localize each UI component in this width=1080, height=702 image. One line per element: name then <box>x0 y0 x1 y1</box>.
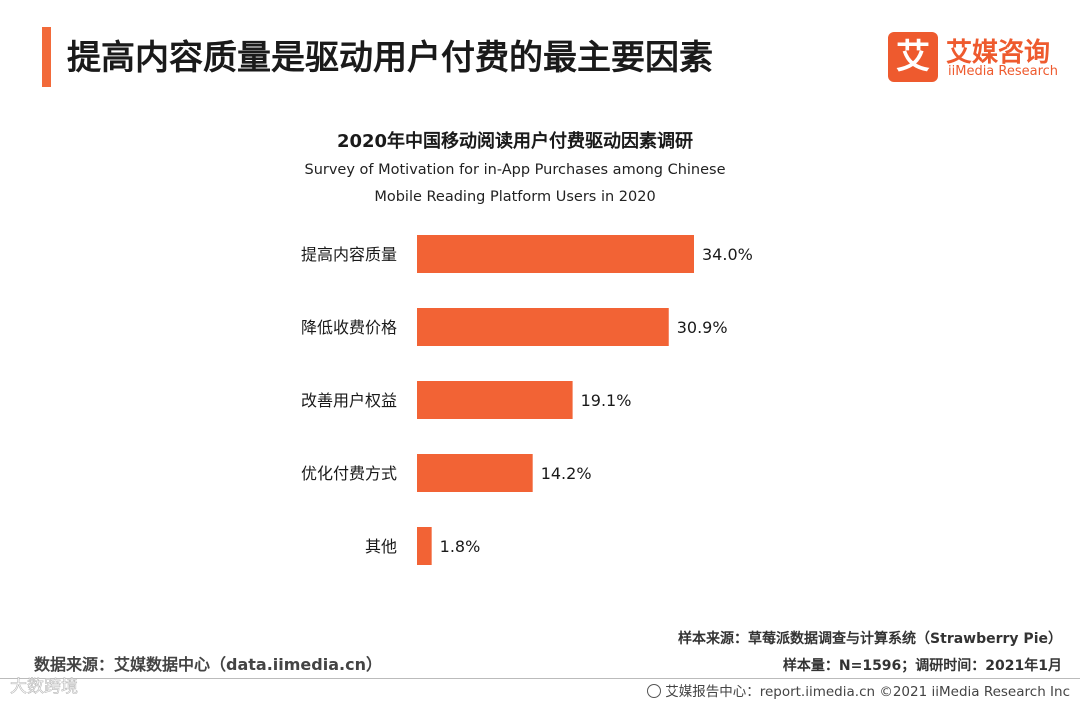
category-label: 改善用户权益 <box>301 391 397 410</box>
watermark: 大数跨境 <box>10 677 79 698</box>
chart-subtitle-line-2: Mobile Reading Platform Users in 2020 <box>374 189 656 205</box>
report-center: 艾媒报告中心：report.iimedia.cn ©2021 iiMedia R… <box>647 680 1070 700</box>
chart-subtitle-line-1: Survey of Motivation for in-App Purchase… <box>304 162 726 178</box>
data-label: 14.2% <box>541 464 592 483</box>
report-center-text: 艾媒报告中心：report.iimedia.cn ©2021 iiMedia R… <box>665 684 1070 700</box>
logo-mark: 艾 <box>888 32 938 82</box>
chart-title: 2020年中国移动阅读用户付费驱动因素调研 <box>336 131 694 152</box>
sample-source: 样本来源：草莓派数据调查与计算系统（Strawberry Pie） <box>678 631 1062 647</box>
category-label: 优化付费方式 <box>301 464 397 483</box>
bar <box>417 527 432 565</box>
category-label: 其他 <box>365 537 397 556</box>
footer-divider <box>0 678 1080 679</box>
bar <box>417 308 669 346</box>
bar-chart: 提高内容质量 34.0% 降低收费价格 30.9% 改善用户权益 19.1% 优化付费方式 1… <box>301 235 753 565</box>
category-label: 降低收费价格 <box>301 318 397 337</box>
bar <box>417 381 573 419</box>
data-label: 1.8% <box>440 537 481 556</box>
data-source: 数据来源：艾媒数据中心（data.iimedia.cn） <box>34 655 382 674</box>
globe-icon <box>647 684 662 698</box>
bar <box>417 454 533 492</box>
page-title: 提高内容质量是驱动用户付费的最主要因素 <box>67 38 713 78</box>
data-label: 34.0% <box>702 245 753 264</box>
category-label: 提高内容质量 <box>301 245 397 264</box>
data-label: 30.9% <box>677 318 728 337</box>
logo-name-en: iiMedia Research <box>948 64 1059 79</box>
brand-logo: 艾 艾媒咨询 iiMedia Research <box>888 32 1068 82</box>
bar <box>417 235 694 273</box>
data-label: 19.1% <box>581 391 632 410</box>
title-accent-bar <box>42 27 51 87</box>
logo-name-cn: 艾媒咨询 <box>946 38 1051 68</box>
sample-info: 样本量：N=1596；调研时间：2021年1月 <box>782 658 1062 674</box>
